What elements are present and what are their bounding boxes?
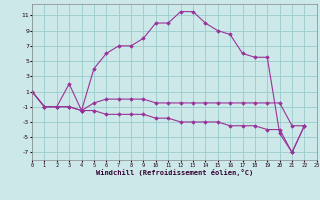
X-axis label: Windchill (Refroidissement éolien,°C): Windchill (Refroidissement éolien,°C) — [96, 169, 253, 176]
